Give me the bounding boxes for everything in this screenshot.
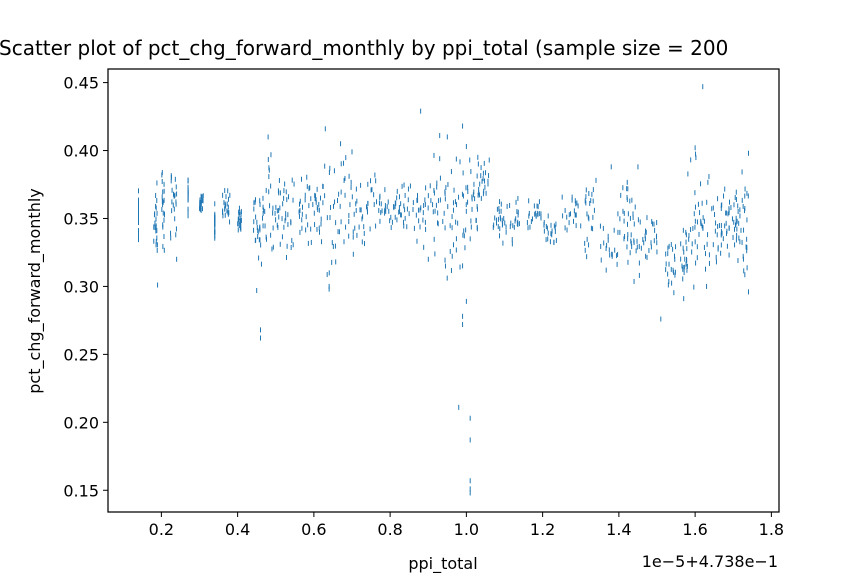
x-tick-label: 0.8 <box>377 520 402 539</box>
x-tick-label: 1.0 <box>454 520 479 539</box>
y-tick-label: 0.40 <box>63 142 99 161</box>
x-tick-label: 0.6 <box>301 520 326 539</box>
x-tick-label: 1.4 <box>606 520 631 539</box>
x-tick-label: 1.6 <box>682 520 707 539</box>
scatter-marks <box>138 84 749 496</box>
y-tick-label: 0.25 <box>63 345 99 364</box>
y-tick-label: 0.35 <box>63 209 99 228</box>
plot-area <box>107 68 780 513</box>
chart-title: Scatter plot of pct_chg_forward_monthly … <box>0 36 728 60</box>
x-tick-label: 0.4 <box>225 520 250 539</box>
x-axis-ticks: 0.2 0.4 0.6 0.8 1.0 1.2 1.4 1.6 1.8 <box>149 512 784 539</box>
y-axis-label: pct_chg_forward_monthly <box>25 188 45 394</box>
x-tick-label: 1.2 <box>530 520 555 539</box>
x-tick-label: 0.2 <box>149 520 174 539</box>
axes-frame <box>107 68 780 513</box>
x-axis-label: ppi_total <box>408 554 477 574</box>
x-tick-label: 1.8 <box>759 520 784 539</box>
x-axis-offset-label: 1e−5+4.738e−1 <box>642 552 778 571</box>
y-tick-label: 0.15 <box>63 481 99 500</box>
y-tick-label: 0.20 <box>63 413 99 432</box>
y-tick-label: 0.45 <box>63 74 99 93</box>
y-axis-ticks: 0.15 0.20 0.25 0.30 0.35 0.40 0.45 <box>63 74 108 500</box>
y-tick-label: 0.30 <box>63 277 99 296</box>
